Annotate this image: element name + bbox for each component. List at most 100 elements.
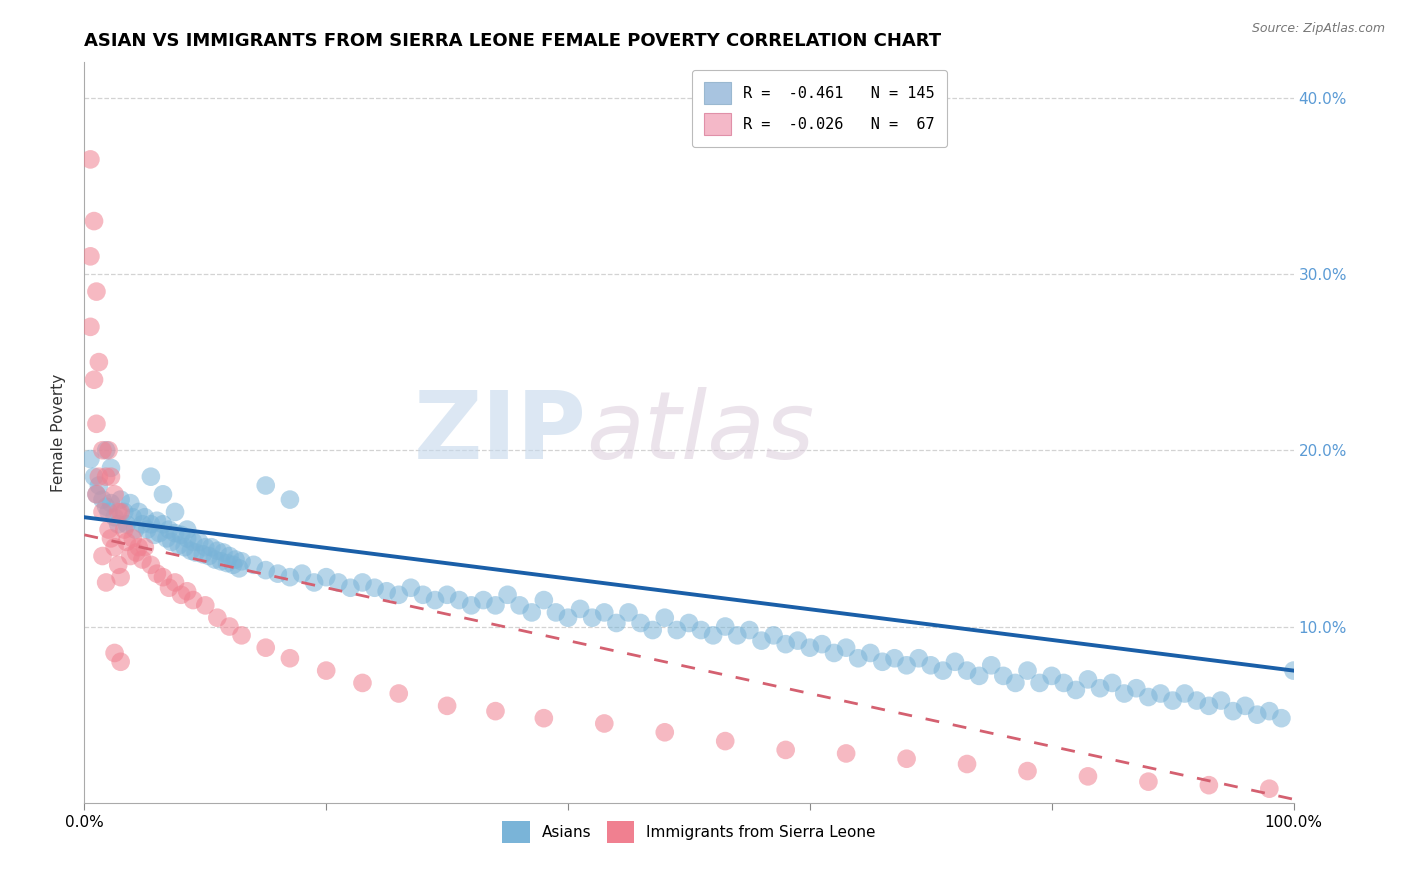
Point <box>449 593 471 607</box>
Point <box>83 214 105 228</box>
Point <box>86 417 108 431</box>
Point <box>134 540 156 554</box>
Point <box>100 532 122 546</box>
Point <box>714 734 737 748</box>
Point <box>207 543 229 558</box>
Point <box>1198 778 1220 792</box>
Point <box>751 633 773 648</box>
Point <box>121 510 143 524</box>
Point <box>267 566 290 581</box>
Point <box>87 478 110 492</box>
Point <box>222 558 245 572</box>
Point <box>1004 676 1026 690</box>
Point <box>352 575 374 590</box>
Point <box>496 588 519 602</box>
Point <box>79 249 101 263</box>
Point <box>194 540 217 554</box>
Point <box>593 606 616 620</box>
Point <box>956 664 979 678</box>
Point <box>1028 676 1050 690</box>
Text: atlas: atlas <box>586 387 814 478</box>
Point <box>157 523 180 537</box>
Point <box>204 552 226 566</box>
Point <box>91 505 114 519</box>
Point <box>254 640 277 655</box>
Point <box>302 575 325 590</box>
Point <box>967 669 990 683</box>
Text: ASIAN VS IMMIGRANTS FROM SIERRA LEONE FEMALE POVERTY CORRELATION CHART: ASIAN VS IMMIGRANTS FROM SIERRA LEONE FE… <box>84 32 942 50</box>
Point <box>569 602 592 616</box>
Point <box>799 640 821 655</box>
Point <box>146 566 169 581</box>
Point <box>152 570 174 584</box>
Legend: Asians, Immigrants from Sierra Leone: Asians, Immigrants from Sierra Leone <box>495 814 883 851</box>
Point <box>920 658 942 673</box>
Point <box>1137 774 1160 789</box>
Point <box>83 373 105 387</box>
Point <box>823 646 845 660</box>
Point <box>188 535 211 549</box>
Point <box>1040 669 1063 683</box>
Point <box>104 540 127 554</box>
Point <box>775 637 797 651</box>
Point <box>436 588 458 602</box>
Point <box>176 584 198 599</box>
Point <box>581 610 603 624</box>
Point <box>872 655 894 669</box>
Point <box>896 752 918 766</box>
Point <box>846 651 869 665</box>
Point <box>278 492 301 507</box>
Point <box>218 619 240 633</box>
Point <box>1053 676 1076 690</box>
Point <box>134 510 156 524</box>
Point <box>1282 664 1305 678</box>
Point <box>328 575 350 590</box>
Point <box>1064 683 1087 698</box>
Point <box>617 606 640 620</box>
Point <box>702 628 724 642</box>
Point <box>1161 693 1184 707</box>
Point <box>125 545 148 559</box>
Point <box>1017 764 1039 778</box>
Point <box>100 469 122 483</box>
Point <box>104 510 127 524</box>
Point <box>107 558 129 572</box>
Point <box>86 285 108 299</box>
Point <box>91 443 114 458</box>
Point <box>859 646 882 660</box>
Point <box>1234 698 1257 713</box>
Point <box>94 469 117 483</box>
Point <box>1077 769 1099 783</box>
Point <box>91 492 114 507</box>
Point <box>1270 711 1292 725</box>
Point <box>605 615 627 630</box>
Point <box>225 552 247 566</box>
Text: ZIP: ZIP <box>413 386 586 479</box>
Point <box>315 570 337 584</box>
Point <box>112 505 135 519</box>
Point <box>110 570 132 584</box>
Point <box>100 461 122 475</box>
Point <box>110 492 132 507</box>
Point <box>79 319 101 334</box>
Point <box>200 540 222 554</box>
Point <box>94 443 117 458</box>
Point <box>714 619 737 633</box>
Y-axis label: Female Poverty: Female Poverty <box>51 374 66 491</box>
Point <box>191 547 214 561</box>
Point <box>654 725 676 739</box>
Point <box>207 610 229 624</box>
Point <box>786 633 808 648</box>
Point <box>139 517 162 532</box>
Point <box>1077 673 1099 687</box>
Point <box>254 478 277 492</box>
Point <box>170 528 193 542</box>
Point <box>157 581 180 595</box>
Point <box>228 561 250 575</box>
Point <box>352 676 374 690</box>
Point <box>155 532 177 546</box>
Point <box>231 628 253 642</box>
Point <box>725 628 748 642</box>
Point <box>1258 704 1281 718</box>
Point <box>291 566 314 581</box>
